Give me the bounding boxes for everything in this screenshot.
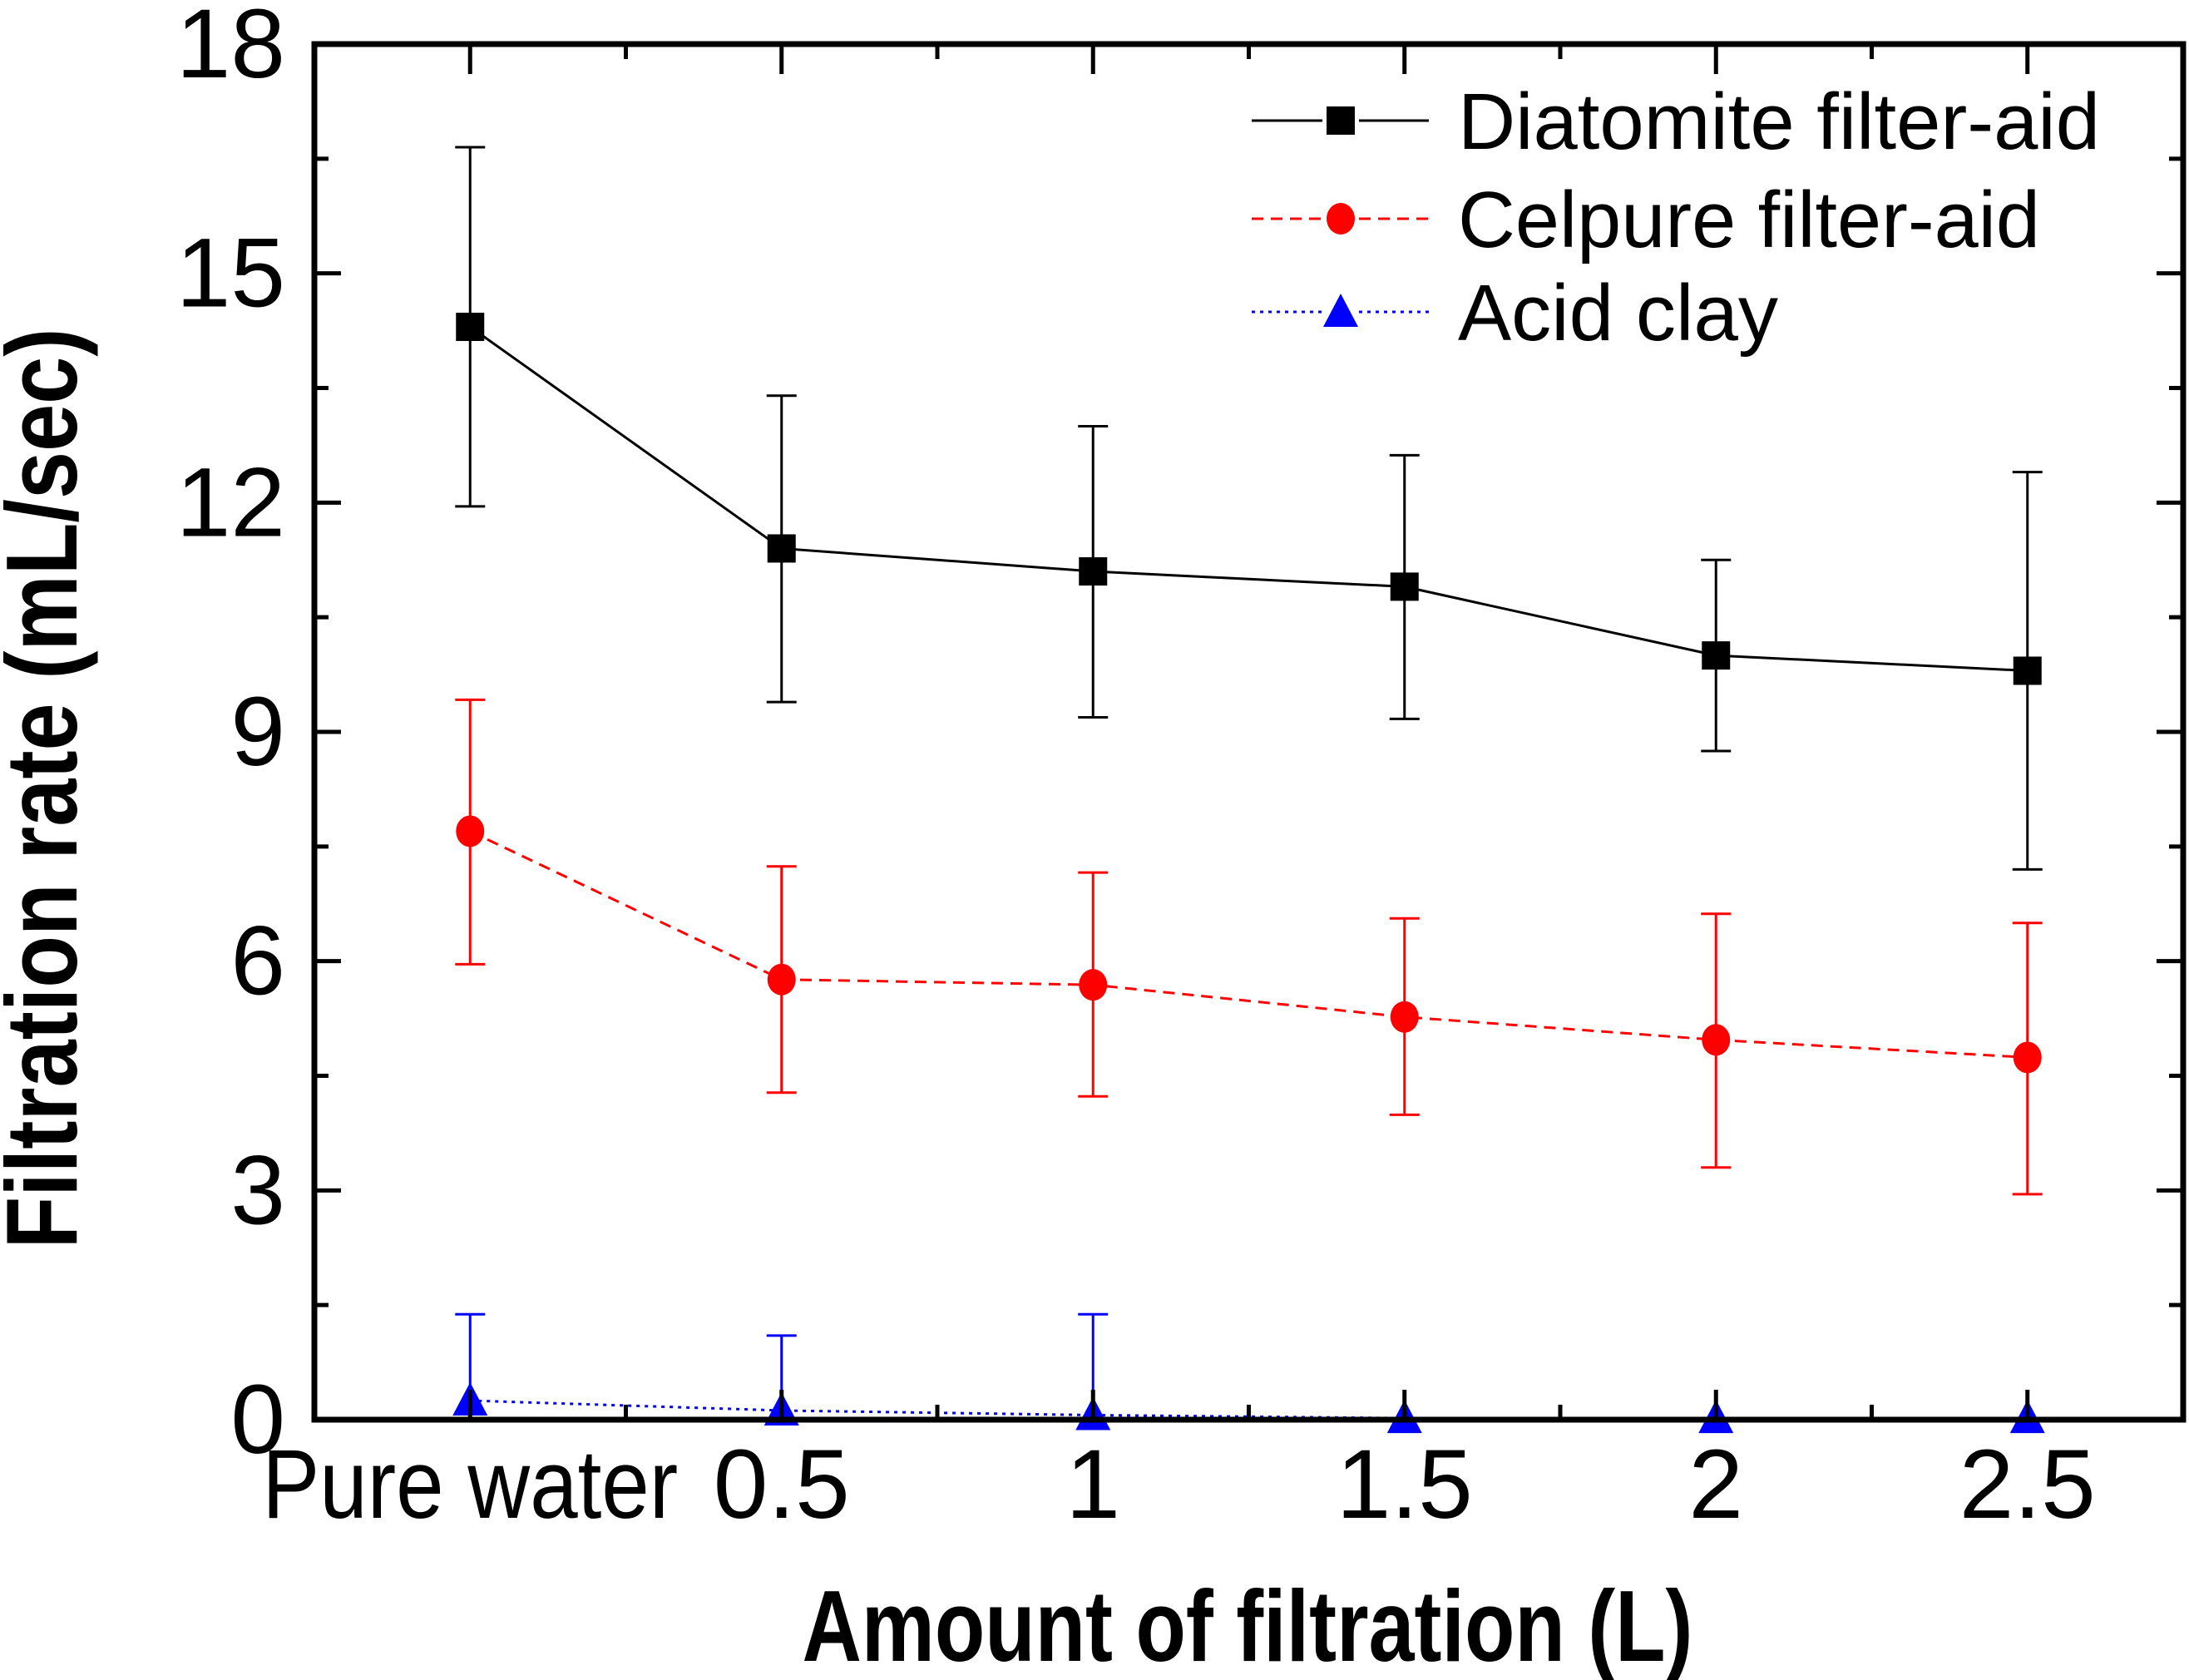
legend-marker — [1327, 203, 1355, 235]
y-axis-title: Filtration rate (mL/sec) — [0, 329, 98, 1249]
legend-label: Acid clay — [1458, 269, 1778, 358]
legend-item: Celpure filter-aid — [1252, 175, 2040, 264]
y-tick-label: 6 — [230, 907, 285, 1016]
data-point — [2013, 1041, 2042, 1074]
x-tick-label: 0.5 — [714, 1430, 850, 1539]
data-point — [456, 815, 485, 847]
data-point — [456, 312, 485, 341]
legend-label: Celpure filter-aid — [1458, 175, 2040, 264]
x-tick-label: 1 — [1065, 1430, 1120, 1539]
x-tick-label: 1.5 — [1337, 1430, 1473, 1539]
legend-item: Diatomite filter-aid — [1252, 77, 2100, 166]
data-point — [2013, 656, 2042, 685]
data-point — [1702, 641, 1731, 670]
x-tick-label: 2.5 — [1959, 1430, 2096, 1539]
x-tick-label: 2 — [1688, 1430, 1743, 1539]
y-tick-label: 3 — [230, 1135, 285, 1245]
legend-label: Diatomite filter-aid — [1458, 77, 2100, 166]
series-line — [469, 325, 2028, 672]
legend-marker — [1323, 294, 1358, 327]
x-tick-label: Pure water — [262, 1430, 678, 1539]
y-tick-label: 18 — [176, 0, 285, 99]
data-point — [1079, 557, 1108, 586]
y-tick-label: 15 — [176, 219, 285, 329]
series-diatomite-filter-aid — [455, 146, 2043, 871]
legend-item: Acid clay — [1252, 269, 1778, 358]
legend: Diatomite filter-aid Celpure filter-aidAc… — [1252, 77, 2100, 358]
series-celpure-filter-aid — [455, 698, 2043, 1196]
data-point — [1390, 1001, 1419, 1033]
legend-marker — [1327, 106, 1355, 135]
y-tick-label: 0 — [230, 1365, 285, 1475]
data-point — [767, 534, 796, 563]
data-point — [1079, 969, 1108, 1001]
x-axis-title: Amount of filtration (L) — [803, 1569, 1693, 1680]
y-tick-label: 12 — [176, 447, 285, 557]
y-tick-label: 9 — [230, 677, 285, 787]
data-point — [1390, 572, 1419, 601]
data-point — [767, 963, 796, 996]
data-point — [1702, 1024, 1731, 1056]
series-line — [469, 830, 2028, 1059]
axes-layer: 0 3 6 9 12 15 18 Pure water 0.5 1 1.5 2 2.5 — [176, 0, 2187, 1539]
